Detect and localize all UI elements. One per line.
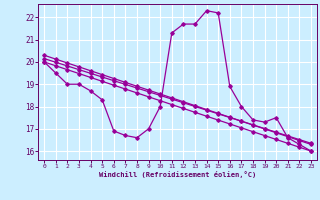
X-axis label: Windchill (Refroidissement éolien,°C): Windchill (Refroidissement éolien,°C) [99,171,256,178]
